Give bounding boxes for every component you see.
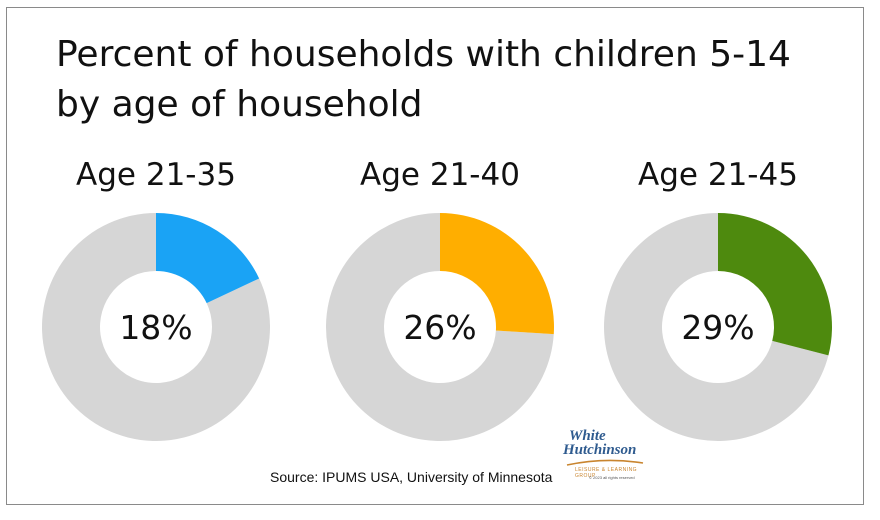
donut-heading: Age 21-40 [360, 157, 520, 193]
donut-heading: Age 21-45 [638, 157, 798, 193]
donut-value-slice [718, 213, 832, 356]
donut-value-label: 18% [119, 308, 192, 347]
donut-value-slice [440, 213, 554, 335]
donut-value-slice [156, 213, 260, 304]
logo-line-4: © 2023 all rights reserved [589, 475, 635, 480]
donut-1: Age 21-35 18% [42, 157, 271, 441]
donut-remainder-slice [326, 213, 554, 441]
source-note: Source: IPUMS USA, University of Minneso… [270, 469, 553, 485]
logo-line-1: White [569, 428, 606, 444]
donut-remainder-slice [42, 213, 271, 441]
logo-line-2: Hutchinson [563, 442, 637, 458]
donut-value-label: 29% [681, 308, 754, 347]
donut-remainder-slice [603, 213, 829, 441]
donut-2: Age 21-40 26% [326, 157, 554, 441]
donut-value-label: 26% [403, 308, 476, 347]
donut-3: Age 21-45 29% [603, 157, 832, 441]
chart-title: Percent of households with children 5-14… [56, 34, 791, 125]
logo-line-3: LEISURE & LEARNING GROUP [575, 467, 638, 479]
white-hutchinson-logo: White Hutchinson LEISURE & LEARNING GROU… [563, 428, 653, 488]
donut-heading: Age 21-35 [76, 157, 236, 193]
logo-swoosh-icon [566, 459, 644, 466]
